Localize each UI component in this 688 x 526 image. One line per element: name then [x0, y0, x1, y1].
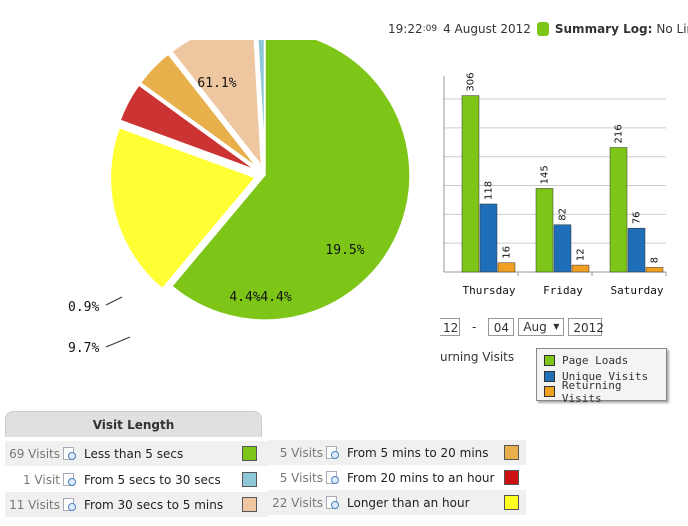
- magnifier-icon[interactable]: [326, 445, 339, 460]
- summary-log-label: Summary Log:: [554, 22, 653, 36]
- visit-length-label: From 20 mins to an hour: [347, 470, 495, 485]
- bar: [479, 203, 498, 273]
- visit-length-label: From 5 secs to 30 secs: [84, 472, 221, 487]
- header-seconds: :09: [422, 24, 438, 34]
- legend-label: Returning Visits: [561, 378, 622, 405]
- table-row: 69 Visits Less than 5 secs: [5, 441, 268, 466]
- visit-count: 5 Visits: [279, 470, 323, 485]
- visit-count: 69 Visits: [9, 446, 60, 461]
- pie-leader-line: [105, 336, 131, 348]
- visit-count: 1 Visit: [22, 472, 60, 487]
- date-range-dash: -: [472, 320, 477, 334]
- pie-slice-label: 4.4%: [229, 290, 260, 305]
- header-time: 19:22: [388, 22, 423, 36]
- legend-swatch: [544, 370, 555, 382]
- bar-value-label: 145: [540, 165, 551, 184]
- bar: [645, 267, 664, 273]
- month-value: Aug: [523, 320, 547, 334]
- bar-chart-legend: Page Loads Unique Visits Returning Visit…: [536, 348, 667, 405]
- chevron-down-icon: ▼: [553, 322, 560, 331]
- visit-count: 22 Visits: [272, 495, 323, 510]
- visit-length-label: Longer than an hour: [347, 495, 470, 510]
- date-controls: 12 - 04 Aug ▼ 2012: [440, 317, 604, 337]
- pie-slice: [119, 84, 257, 171]
- bar-value-label: 306: [466, 73, 477, 92]
- table-row: 22 Visits Longer than an hour: [268, 490, 526, 515]
- magnifier-icon[interactable]: [63, 497, 76, 512]
- color-swatch: [242, 446, 257, 461]
- pie-slice: [257, 40, 266, 158]
- legend-swatch: [544, 386, 555, 398]
- bar-value-label: 16: [502, 246, 513, 259]
- pie-slice-label: 19.5%: [325, 243, 364, 258]
- visit-count: 11 Visits: [9, 497, 60, 512]
- visit-count: 5 Visits: [279, 445, 323, 460]
- pie-slice-label: 0.9%: [68, 300, 99, 315]
- bar-value-label: 216: [614, 124, 625, 143]
- legend-label: Page Loads: [562, 354, 629, 368]
- table-row: 5 Visits From 20 mins to an hour: [268, 465, 526, 490]
- bar-value-label: 82: [558, 208, 569, 221]
- header-date: 4 August 2012: [443, 22, 531, 36]
- magnifier-icon[interactable]: [63, 472, 76, 487]
- bar: [609, 147, 628, 273]
- legend-item: Unique Visits: [544, 369, 666, 385]
- bar-chart: 306 118 16 Thursday 145 82 12 Friday 216 76 8 Satur…: [443, 73, 667, 297]
- status-indicator: [536, 22, 549, 36]
- visit-length-header: Visit Length: [5, 411, 262, 437]
- pie-slice: [139, 52, 259, 169]
- x-tick-label: Thursday: [463, 284, 516, 297]
- bar: [497, 262, 516, 273]
- header-bar: 19:22:09 4 August 2012 Summary Log: No L…: [388, 19, 688, 39]
- color-swatch: [504, 445, 519, 460]
- bar: [571, 264, 590, 273]
- end-day-input[interactable]: 04: [488, 318, 515, 336]
- color-swatch: [242, 497, 257, 512]
- bar: [627, 227, 646, 273]
- bar-value-label: 8: [650, 257, 661, 263]
- bar-value-label: 12: [576, 248, 587, 261]
- visit-length-label: From 30 secs to 5 mins: [84, 497, 224, 512]
- visit-length-label: Less than 5 secs: [84, 446, 184, 461]
- table-row: 5 Visits From 5 mins to 20 mins: [268, 440, 526, 465]
- legend-swatch: [544, 355, 555, 367]
- start-day-input[interactable]: 12: [440, 318, 460, 336]
- x-tick-label: Friday: [543, 284, 583, 297]
- table-row: 11 Visits From 30 secs to 5 mins: [5, 492, 268, 517]
- color-swatch: [242, 472, 257, 487]
- table-row: 1 Visit From 5 secs to 30 secs: [5, 467, 268, 492]
- visit-length-label: From 5 mins to 20 mins: [347, 445, 489, 460]
- legend-item: Page Loads: [544, 353, 666, 369]
- pie-slice-label: 9.7%: [68, 341, 99, 356]
- pie-slice: [109, 126, 257, 290]
- end-month-select[interactable]: Aug ▼: [518, 318, 565, 336]
- end-year-input[interactable]: 2012: [568, 318, 604, 336]
- magnifier-icon[interactable]: [63, 446, 76, 461]
- pie-slice-label: 61.1%: [197, 76, 236, 91]
- legend-label: Unique Visits: [562, 369, 649, 383]
- pie-chart: 61.1% 19.5% 4.4%4.4% 9.7% 0.9%: [68, 40, 411, 356]
- bar: [553, 224, 572, 273]
- magnifier-icon[interactable]: [326, 495, 339, 510]
- magnifier-icon[interactable]: [326, 470, 339, 485]
- bar: [461, 95, 480, 273]
- color-swatch: [504, 470, 519, 485]
- pie-slice-label: 4.4%: [260, 290, 291, 305]
- pie-slice: [170, 40, 411, 321]
- pie-slice: [170, 40, 263, 168]
- legend-item: Returning Visits: [544, 379, 666, 405]
- pie-leader-line: [105, 296, 123, 306]
- x-tick-label: Saturday: [611, 284, 664, 297]
- summary-log-value[interactable]: No Limit: [656, 22, 688, 36]
- returning-visits-link[interactable]: urning Visits: [440, 350, 515, 364]
- bar: [535, 188, 554, 273]
- bar-value-label: 76: [632, 211, 643, 224]
- color-swatch: [504, 495, 519, 510]
- bar-value-label: 118: [484, 181, 495, 200]
